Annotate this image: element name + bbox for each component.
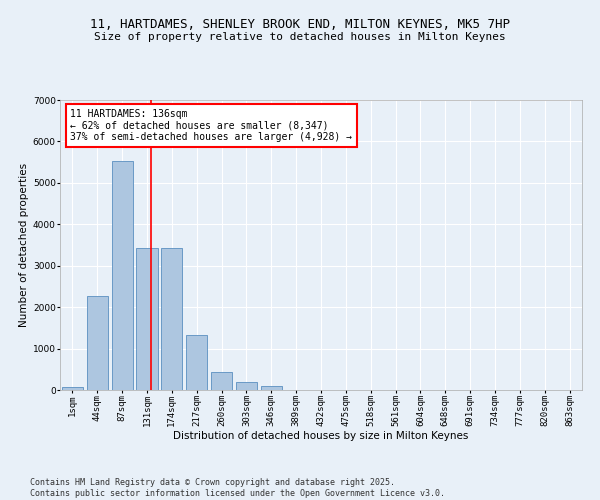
Y-axis label: Number of detached properties: Number of detached properties [19, 163, 29, 327]
Text: Size of property relative to detached houses in Milton Keynes: Size of property relative to detached ho… [94, 32, 506, 42]
Bar [186, 335, 207, 390]
Bar [261, 386, 282, 390]
Bar [136, 248, 158, 390]
Bar [211, 372, 232, 390]
Text: 11 HARTDAMES: 136sqm
← 62% of detached houses are smaller (8,347)
37% of semi-de: 11 HARTDAMES: 136sqm ← 62% of detached h… [70, 108, 352, 142]
Bar [62, 386, 83, 390]
Bar [112, 162, 133, 390]
Text: 11, HARTDAMES, SHENLEY BROOK END, MILTON KEYNES, MK5 7HP: 11, HARTDAMES, SHENLEY BROOK END, MILTON… [90, 18, 510, 30]
Bar [236, 382, 257, 390]
X-axis label: Distribution of detached houses by size in Milton Keynes: Distribution of detached houses by size … [173, 430, 469, 440]
Bar [161, 248, 182, 390]
Bar [87, 296, 108, 390]
Text: Contains HM Land Registry data © Crown copyright and database right 2025.
Contai: Contains HM Land Registry data © Crown c… [30, 478, 445, 498]
